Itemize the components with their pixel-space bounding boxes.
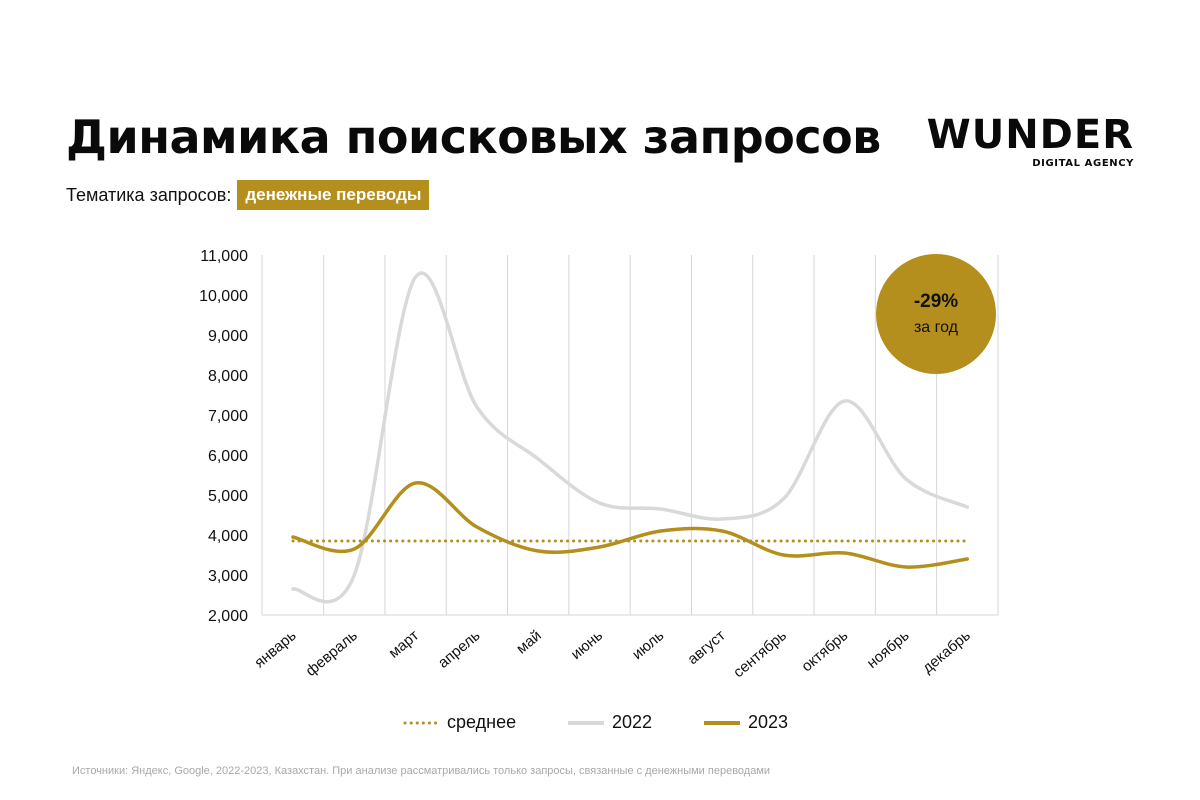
legend-item-average: среднее: [403, 712, 516, 733]
series-2023-line: [291, 481, 970, 569]
y-tick-label: 10,000: [199, 288, 248, 305]
legend-swatch-2023: [704, 720, 740, 725]
y-tick-label: 11,000: [200, 248, 248, 265]
chart-legend: среднее 2022 2023: [0, 712, 1200, 738]
brand-logo: WUNDER DIGITAL AGENCY: [927, 114, 1134, 169]
y-tick-label: 3,000: [208, 568, 248, 585]
logo-wordmark: WUNDER: [926, 112, 1134, 158]
x-tick-label: ноябрь: [864, 627, 913, 672]
topic-row: Тематика запросов: денежные переводы: [66, 178, 430, 212]
y-tick-label: 4,000: [208, 528, 248, 545]
legend-item-2023: 2023: [704, 712, 788, 733]
legend-item-2022: 2022: [568, 712, 652, 733]
series-2022-line: [291, 271, 970, 604]
x-tick-label: декабрь: [919, 627, 974, 677]
legend-swatch-2022: [568, 720, 604, 725]
legend-label-2022: 2022: [612, 712, 653, 732]
legend-swatch-average: [403, 721, 439, 724]
y-tick-label: 8,000: [208, 368, 248, 385]
x-tick-label: июнь: [568, 627, 606, 663]
yearly-change-caption: за год: [913, 319, 959, 336]
topic-label: Тематика запросов:: [66, 184, 232, 205]
yearly-change-badge: -29% за год: [876, 254, 996, 374]
x-tick-label: февраль: [303, 627, 361, 680]
legend-label-average: среднее: [447, 712, 517, 732]
y-tick-label: 9,000: [208, 328, 248, 345]
y-tick-label: 5,000: [208, 488, 248, 505]
legend-label-2023: 2023: [748, 712, 789, 732]
x-tick-label: январь: [251, 627, 299, 671]
y-tick-label: 7,000: [208, 408, 248, 425]
topic-badge: денежные переводы: [237, 180, 430, 210]
x-tick-label: август: [684, 627, 728, 668]
x-tick-label: июль: [629, 627, 668, 663]
y-tick-label: 2,000: [208, 608, 248, 625]
y-tick-label: 6,000: [208, 448, 248, 465]
page-title: Динамика поисковых запросов: [66, 110, 881, 164]
source-footnote: Источники: Яндекс, Google, 2022-2023, Ка…: [72, 765, 771, 777]
x-tick-label: октябрь: [798, 627, 851, 675]
logo-tagline: DIGITAL AGENCY: [1032, 158, 1134, 169]
x-tick-label: апрель: [435, 627, 484, 672]
x-tick-label: март: [386, 627, 423, 662]
x-tick-label: май: [513, 627, 545, 657]
x-tick-label: сентябрь: [730, 627, 790, 681]
yearly-change-value: -29%: [913, 291, 959, 312]
